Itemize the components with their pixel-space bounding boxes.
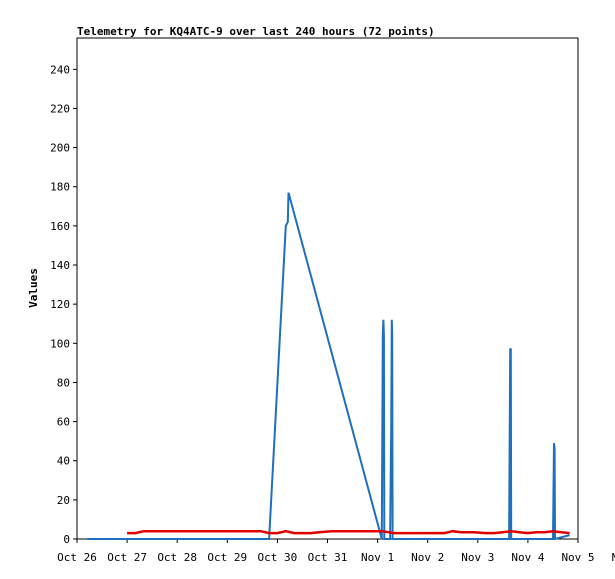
x-tick-label: Oct 31	[308, 551, 348, 564]
y-tick-label: 20	[57, 494, 70, 507]
chart-title: Telemetry for KQ4ATC-9 over last 240 hou…	[77, 25, 435, 38]
x-tick-label: Nov 5	[561, 551, 594, 564]
y-axis-label: Values	[27, 268, 40, 308]
y-tick-label: 100	[50, 337, 70, 350]
series-layer	[87, 192, 570, 541]
x-tick-label: Oct 29	[207, 551, 247, 564]
y-tick-label: 140	[50, 259, 70, 272]
x-tick-label: Oct 26	[57, 551, 97, 564]
x-tick-label: Nov 6	[612, 551, 615, 564]
y-tick-label: 220	[50, 102, 70, 115]
y-tick-label: 240	[50, 63, 70, 76]
x-tick-label: Oct 27	[107, 551, 147, 564]
x-tick-label: Nov 4	[511, 551, 544, 564]
x-tick-label: Oct 28	[157, 551, 197, 564]
x-tick-label: Nov 1	[361, 551, 394, 564]
y-tick-label: 40	[57, 455, 70, 468]
y-tick-label: 60	[57, 416, 70, 429]
y-tick-label: 120	[50, 298, 70, 311]
y-tick-label: 200	[50, 142, 70, 155]
x-tick-label: Nov 3	[461, 551, 494, 564]
series-line-1	[87, 192, 570, 541]
x-axis-ticks: Oct 26 Oct 27 Oct 28 Oct 29 Oct 30 Oct 31 Nov …	[57, 539, 615, 564]
x-tick-label: Nov 2	[411, 551, 444, 564]
y-tick-label: 180	[50, 181, 70, 194]
series-line-2	[127, 529, 570, 535]
y-tick-label: 80	[57, 376, 70, 389]
x-tick-label: Oct 30	[258, 551, 298, 564]
y-axis-ticks: 0 20 40 60 80 100 120 140 160 180 200 220 240	[50, 63, 77, 546]
plot-frame	[76, 37, 579, 540]
y-tick-label: 160	[50, 220, 70, 233]
y-tick-label: 0	[63, 533, 70, 546]
